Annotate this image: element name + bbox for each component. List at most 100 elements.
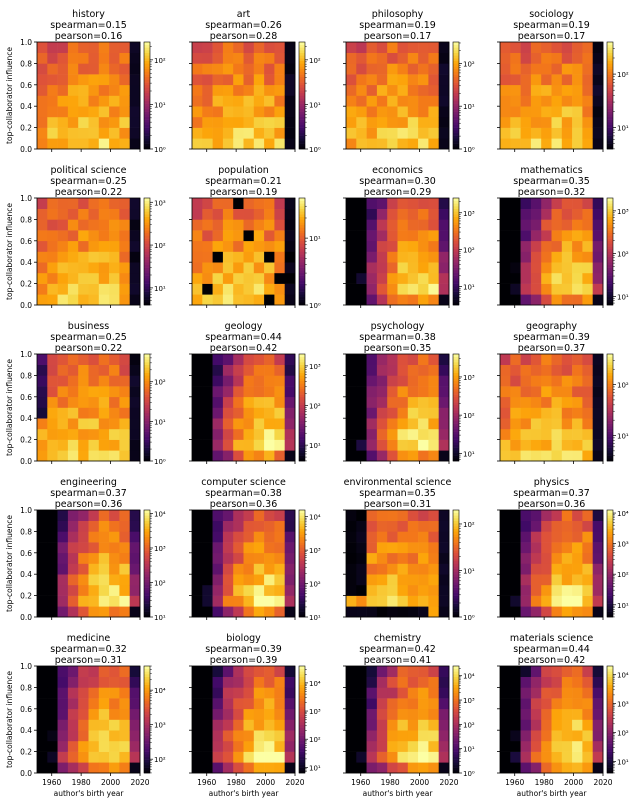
heatmap-cell	[387, 407, 398, 419]
colorbar-segment	[453, 275, 459, 279]
colorbar-segment	[453, 138, 459, 142]
heatmap-cell	[397, 574, 409, 586]
heatmap-cell	[243, 762, 255, 774]
heatmap-cell	[264, 687, 275, 699]
heatmap-cell	[119, 439, 130, 451]
pearson-label: pearson=0.37	[518, 343, 586, 354]
heatmap-cell	[500, 354, 511, 365]
heatmap-cell	[88, 198, 100, 209]
x-axis-label: author's birth year	[54, 789, 125, 798]
heatmap-cell	[78, 396, 89, 408]
heatmap-cell	[274, 428, 285, 440]
heatmap-cell	[88, 208, 100, 220]
heatmap-cell	[366, 687, 378, 699]
pearson-label: pearson=0.17	[518, 31, 586, 42]
colorbar-segment	[453, 582, 459, 586]
heatmap-cell	[551, 74, 563, 86]
heatmap-cell	[37, 595, 48, 607]
heatmap-cell	[119, 262, 130, 274]
colorbar-tick-label: 10⁴	[617, 672, 629, 680]
heatmap-cell	[592, 240, 604, 252]
heatmap-cell	[418, 584, 429, 596]
colorbar-segment	[453, 362, 459, 365]
heatmap-cell	[428, 542, 439, 554]
heatmap-cell	[541, 354, 552, 365]
heatmap-cell	[438, 751, 450, 763]
heatmap-cell	[212, 219, 224, 231]
heatmap-cell	[356, 52, 367, 64]
heatmap-cell	[572, 439, 583, 451]
heatmap-cell	[520, 262, 532, 274]
colorbar-segment	[144, 568, 150, 572]
heatmap-cell	[202, 574, 213, 586]
heatmap-cell	[57, 116, 69, 128]
heatmap-cell	[520, 396, 532, 408]
heatmap-cell	[356, 407, 367, 419]
heatmap-cell	[366, 198, 378, 209]
heatmap-cell	[356, 542, 367, 554]
colorbar-segment	[144, 283, 150, 287]
heatmap-cell	[109, 574, 120, 586]
heatmap-cell	[88, 52, 100, 64]
heatmap-cell	[510, 719, 521, 731]
heatmap-cell	[520, 542, 532, 554]
heatmap-cell	[233, 595, 244, 607]
heatmap-cell	[129, 364, 141, 376]
colorbar-segment	[453, 608, 459, 612]
colorbar-segment	[144, 412, 150, 416]
axes-frame	[36, 197, 141, 306]
heatmap-cell	[500, 730, 511, 742]
colorbar-segment	[607, 71, 613, 75]
heatmap-cell	[274, 698, 285, 710]
heatmap-cell	[192, 116, 203, 128]
heatmap-cell	[366, 208, 378, 220]
heatmap-cell	[284, 396, 296, 408]
heatmap-cell	[88, 751, 100, 763]
heatmap-cell	[418, 42, 429, 53]
heatmap-cell	[561, 719, 573, 731]
heatmap-cell	[530, 450, 542, 462]
heatmap-cell	[212, 354, 224, 365]
heatmap-cell	[397, 407, 409, 419]
colorbar-segment	[607, 359, 613, 363]
heatmap-cell	[253, 208, 265, 220]
heatmap-cell	[222, 240, 234, 252]
heatmap-cell	[376, 542, 388, 554]
heatmap-cell	[592, 272, 604, 284]
heatmap-cell	[530, 751, 542, 763]
heatmap-cell	[510, 418, 521, 430]
heatmap-cell	[233, 407, 244, 419]
x-tick-label: 2000	[410, 778, 429, 787]
heatmap-cell	[407, 198, 419, 209]
heatmap-cell	[376, 294, 388, 306]
heatmap-cell	[129, 84, 141, 96]
heatmap-cell	[520, 52, 532, 64]
colorbar-segment	[299, 291, 305, 295]
colorbar-segment	[607, 375, 613, 379]
colorbar-segment	[144, 722, 150, 726]
heatmap-cell	[88, 520, 100, 532]
heatmap-cell	[407, 595, 419, 607]
colorbar-tick-label: 10⁴	[154, 687, 166, 695]
heatmap-cell	[520, 251, 532, 263]
heatmap-cell	[592, 364, 604, 376]
heatmap-cell	[520, 552, 532, 564]
colorbar-segment	[144, 122, 150, 126]
colorbar-segment	[607, 396, 613, 400]
colorbar-segment	[144, 426, 150, 430]
heatmap-cell	[561, 428, 573, 440]
heatmap-cell	[530, 74, 542, 86]
heatmap-cell	[530, 574, 542, 586]
heatmap-cell	[397, 106, 409, 118]
heatmap-cell	[243, 542, 255, 554]
heatmap-cell	[78, 230, 89, 242]
heatmap-cell	[500, 138, 511, 150]
heatmap-cell	[346, 106, 357, 118]
heatmap-cell	[551, 510, 563, 521]
pearson-label: pearson=0.22	[55, 343, 123, 354]
colorbar-segment	[144, 256, 150, 260]
heatmap-cell	[212, 42, 224, 53]
colorbar-segment	[453, 119, 459, 123]
colorbar-segment	[607, 299, 613, 303]
colorbar-segment	[299, 283, 305, 287]
